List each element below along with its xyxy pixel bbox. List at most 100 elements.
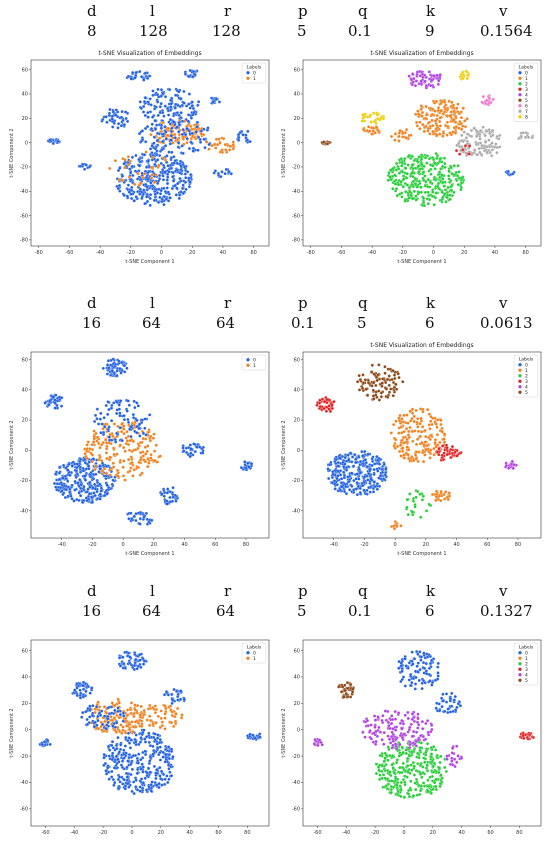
scatter-point (398, 733, 402, 738)
scatter-point (394, 777, 398, 781)
scatter-point (51, 141, 55, 146)
scatter-point (183, 133, 188, 137)
scatter-point (380, 384, 384, 388)
scatter-point (124, 735, 128, 740)
scatter-point (459, 115, 464, 120)
scatter-point (390, 377, 394, 382)
scatter-point (167, 777, 171, 781)
scatter-point (423, 737, 428, 741)
scatter-point (99, 411, 103, 416)
scatter-point (158, 154, 162, 158)
scatter-point (159, 769, 164, 773)
scatter-point (387, 747, 391, 751)
legend-entry: 2 (525, 81, 528, 87)
y-tick-label: -80 (20, 238, 28, 244)
scatter-point (174, 712, 178, 716)
scatter-point (431, 190, 435, 194)
scatter-point (116, 126, 120, 130)
y-tick-label: 20 (22, 418, 28, 424)
scatter-point (414, 177, 418, 182)
scatter-point (122, 424, 126, 428)
scatter-point (394, 747, 399, 751)
scatter-point (115, 411, 119, 416)
scatter-point (441, 180, 445, 185)
legend-entry: 0 (253, 70, 256, 76)
x-tick-label: 80 (516, 830, 522, 836)
scatter-point (416, 109, 420, 113)
param-header-p: p (298, 294, 308, 312)
scatter-point (511, 466, 515, 470)
scatter-point (426, 778, 430, 782)
scatter-point (440, 429, 444, 434)
scatter-point (448, 131, 452, 135)
scatter-point (141, 454, 145, 458)
scatter-point (213, 169, 218, 173)
scatter-point (426, 202, 430, 206)
scatter-point (411, 197, 415, 201)
scatter-point (483, 133, 487, 138)
scatter-point (176, 698, 180, 702)
scatter-point (421, 200, 426, 205)
scatter-point (158, 758, 163, 762)
scatter-point (141, 781, 146, 785)
scatter-point (400, 745, 404, 749)
scatter-point (138, 100, 142, 104)
scatter-point (485, 129, 489, 133)
scatter-point (171, 175, 175, 179)
scatter-point (137, 444, 141, 448)
scatter-point (335, 476, 339, 481)
scatter-point (397, 375, 401, 380)
scatter-point (122, 364, 127, 368)
scatter-point (374, 121, 378, 125)
scatter-point (161, 132, 166, 136)
scatter-point (389, 735, 394, 739)
scatter-point (398, 771, 402, 775)
scatter-point (160, 148, 164, 152)
scatter-point (360, 119, 364, 123)
scatter-point (188, 454, 192, 459)
scatter-point (160, 492, 164, 496)
scatter-point (371, 129, 375, 133)
scatter-point (414, 79, 419, 83)
scatter-point (420, 775, 424, 779)
scatter-point (134, 153, 138, 158)
scatter-point (135, 771, 139, 775)
scatter-point (361, 483, 365, 488)
scatter-point (160, 199, 164, 204)
scatter-point (360, 386, 365, 391)
plot-area (30, 351, 270, 539)
scatter-point (372, 111, 376, 115)
scatter-point (185, 126, 189, 131)
scatter-point (418, 120, 422, 124)
x-tick-label: -20 (99, 830, 107, 836)
scatter-point (400, 195, 404, 199)
scatter-point (103, 761, 108, 766)
scatter-point (412, 794, 416, 798)
scatter-point (418, 650, 422, 654)
scatter-point (417, 678, 421, 683)
scatter-point (218, 141, 222, 145)
scatter-point (112, 766, 117, 770)
scatter-point (249, 462, 254, 466)
scatter-point (330, 406, 334, 411)
scatter-point (434, 422, 438, 426)
scatter-point (174, 193, 178, 197)
legend-marker (246, 71, 250, 75)
scatter-point (366, 478, 370, 482)
scatter-point (158, 192, 163, 196)
scatter-point (134, 70, 138, 75)
y-tick-label: 40 (294, 675, 300, 681)
scatter-point (110, 403, 114, 408)
scatter-point (136, 171, 140, 176)
scatter-point (389, 773, 393, 778)
scatter-point (149, 165, 154, 169)
x-tick-label: 20 (423, 542, 429, 548)
scatter-point (174, 93, 178, 97)
param-header-l: l (150, 582, 155, 600)
scatter-point (405, 172, 409, 176)
scatter-point (122, 756, 126, 760)
scatter-point (174, 499, 178, 503)
scatter-point (446, 497, 450, 502)
scatter-point (149, 786, 154, 790)
scatter-point (340, 485, 344, 489)
